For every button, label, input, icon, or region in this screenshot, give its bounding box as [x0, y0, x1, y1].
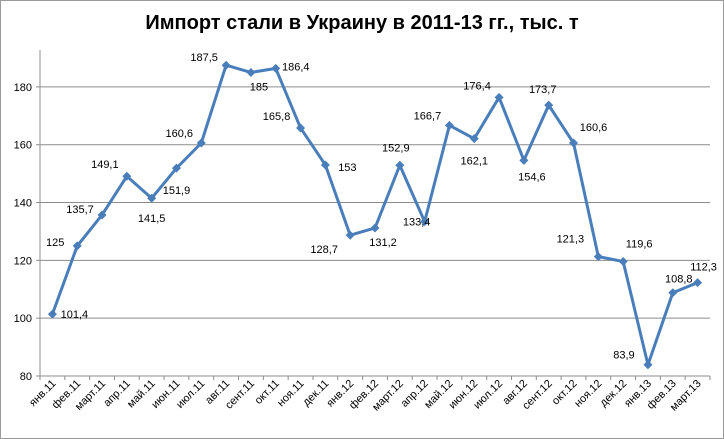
- x-tick-label: ноя.12: [572, 378, 604, 410]
- y-tick-label: 120: [14, 255, 32, 267]
- data-point: [494, 92, 504, 102]
- data-point: [618, 257, 628, 267]
- data-label: 149,1: [91, 159, 119, 171]
- data-label: 153: [338, 162, 356, 174]
- data-label: 154,6: [518, 171, 546, 183]
- data-label: 165,8: [263, 111, 291, 123]
- data-point: [345, 230, 355, 240]
- data-point: [693, 278, 703, 288]
- data-point: [147, 193, 157, 203]
- data-label: 173,7: [529, 84, 557, 96]
- data-point: [444, 120, 454, 130]
- data-label: 185: [250, 81, 268, 93]
- data-label: 176,4: [463, 80, 491, 92]
- data-point: [370, 223, 380, 233]
- data-point: [320, 160, 330, 170]
- y-tick-label: 100: [14, 313, 32, 325]
- data-label: 101,4: [61, 309, 89, 321]
- data-label: 108,8: [665, 274, 693, 286]
- y-tick-label: 140: [14, 198, 32, 210]
- data-point: [72, 241, 82, 251]
- data-point: [221, 60, 231, 70]
- data-label: 128,7: [310, 244, 338, 256]
- y-tick-label: 180: [14, 82, 32, 94]
- y-tick-label: 160: [14, 140, 32, 152]
- y-tick-labels: 80 100 120 140 160 180: [14, 82, 32, 383]
- data-label: 121,3: [557, 234, 585, 246]
- data-point: [246, 67, 256, 77]
- data-point: [420, 217, 430, 227]
- x-tick-label: июл.11: [174, 378, 207, 411]
- data-label: 112,3: [690, 262, 717, 274]
- data-label: 119,6: [626, 239, 653, 251]
- data-point: [519, 155, 529, 165]
- axes: [36, 50, 711, 380]
- data-point: [47, 309, 57, 319]
- data-point: [544, 100, 554, 110]
- data-label: 160,6: [166, 128, 194, 140]
- data-point: [643, 360, 653, 370]
- data-label: 160,6: [580, 122, 608, 134]
- x-tick-labels: янв.11фев.11март.11апр.11май.11июн.11июл…: [27, 378, 704, 414]
- data-label: 151,9: [163, 185, 191, 197]
- data-point: [171, 163, 181, 173]
- data-point: [395, 160, 405, 170]
- data-points: [47, 60, 703, 370]
- data-label: 152,9: [382, 142, 410, 154]
- data-label: 133,4: [403, 217, 431, 229]
- data-label: 131,2: [369, 237, 397, 249]
- chart-title: Импорт стали в Украину в 2011-13 гг., ты…: [145, 12, 579, 34]
- data-point: [593, 252, 603, 262]
- data-point: [122, 171, 132, 181]
- x-tick-label: ноя.11: [275, 378, 307, 410]
- data-point: [97, 210, 107, 220]
- data-label: 162,1: [460, 156, 488, 168]
- data-labels: 101,4 125 135,7 149,1 141,5 151,9 160,6 187,5 18…: [46, 52, 717, 361]
- y-tick-label: 80: [20, 371, 32, 383]
- data-label: 166,7: [414, 110, 442, 122]
- data-point: [196, 138, 206, 148]
- data-point: [271, 63, 281, 73]
- data-label: 125: [46, 237, 64, 249]
- data-label: 141,5: [138, 213, 166, 225]
- data-point: [569, 138, 579, 148]
- data-point: [296, 123, 306, 133]
- data-label: 83,9: [613, 350, 634, 362]
- data-label: 135,7: [66, 204, 94, 216]
- data-label: 186,4: [282, 61, 310, 73]
- data-label: 187,5: [190, 52, 218, 64]
- data-point: [668, 288, 678, 298]
- data-point: [469, 134, 479, 144]
